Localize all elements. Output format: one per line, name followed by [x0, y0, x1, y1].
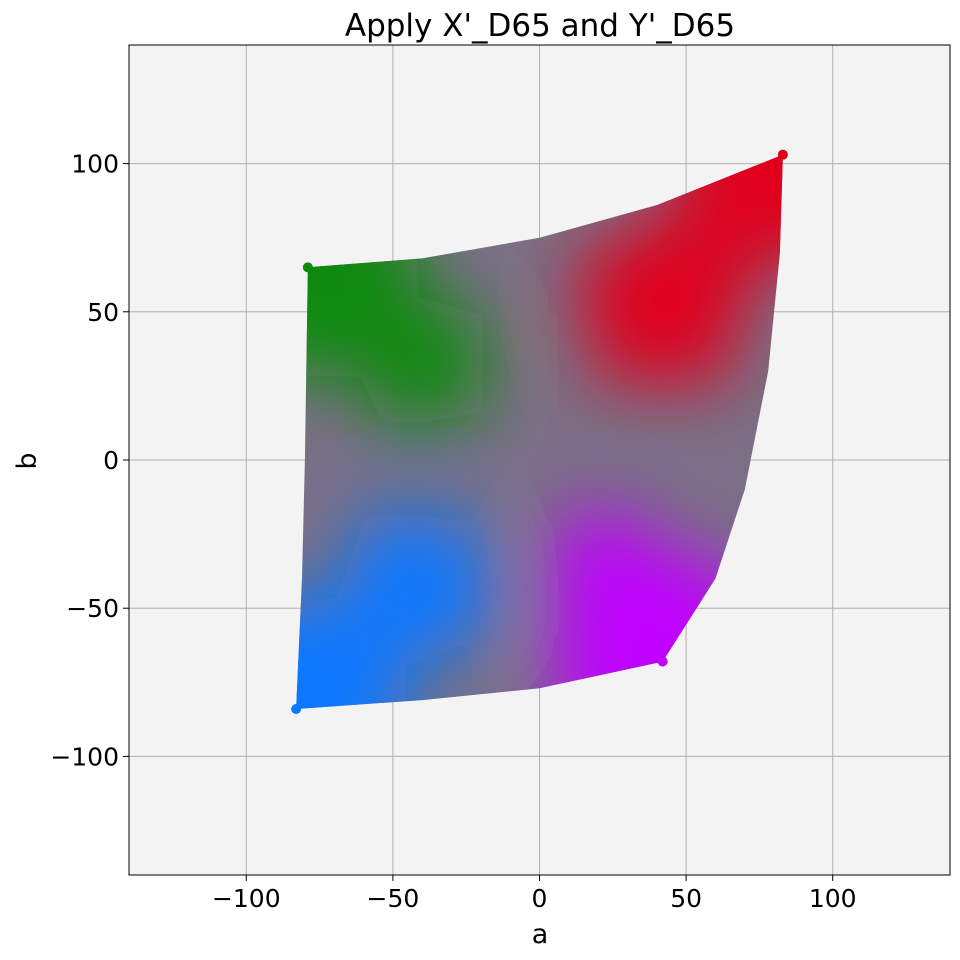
x-tick-label: 0 [532, 884, 548, 913]
y-tick-label: 100 [71, 150, 119, 179]
x-tick-label: −100 [212, 884, 281, 913]
y-ticks: −100 −50 0 50 100 [50, 150, 129, 771]
gamut-corner-point [291, 704, 302, 714]
y-tick-label: 50 [87, 298, 119, 327]
x-tick-label: 100 [809, 884, 857, 913]
x-tick-label: 50 [670, 884, 702, 913]
x-axis-label: a [532, 919, 549, 950]
x-tick-label: −50 [367, 884, 420, 913]
gamut-corner-point [657, 656, 668, 667]
gamut-corner-point [777, 149, 788, 160]
y-tick-label: 0 [103, 446, 119, 475]
y-axis-label: b [12, 452, 43, 469]
y-tick-label: −50 [66, 594, 119, 623]
y-tick-label: −100 [50, 742, 119, 771]
x-ticks: −100 −50 0 50 100 [212, 875, 857, 913]
gamut-corner-point [302, 262, 313, 273]
chart-title: Apply X'_D65 and Y'_D65 [345, 8, 735, 44]
